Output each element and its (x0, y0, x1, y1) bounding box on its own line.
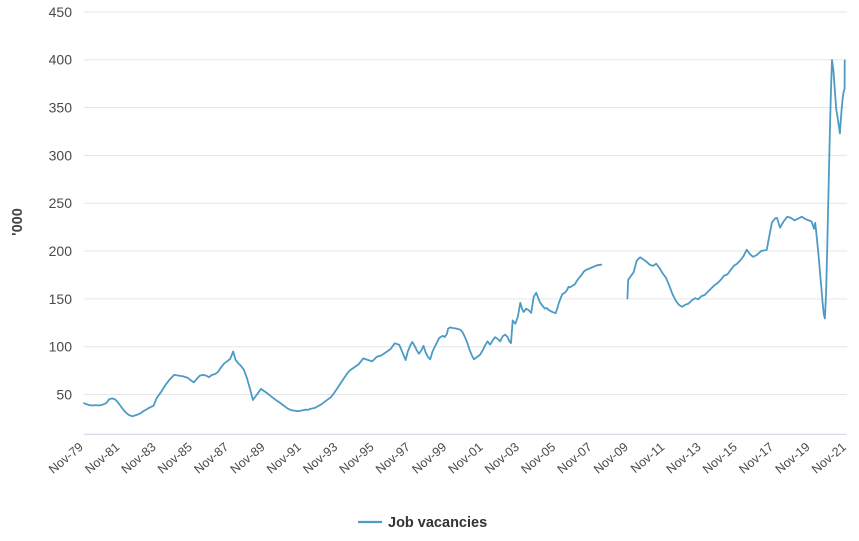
svg-text:300: 300 (49, 147, 73, 163)
svg-text:Nov-07: Nov-07 (555, 440, 595, 477)
svg-text:Nov-97: Nov-97 (373, 440, 413, 477)
svg-text:350: 350 (49, 100, 73, 116)
svg-text:450: 450 (49, 4, 73, 20)
svg-text:Nov-93: Nov-93 (300, 440, 340, 477)
svg-text:Nov-09: Nov-09 (591, 440, 631, 477)
svg-text:'000: '000 (10, 208, 26, 236)
svg-text:Nov-79: Nov-79 (46, 440, 86, 477)
svg-text:Nov-05: Nov-05 (518, 440, 558, 477)
svg-text:100: 100 (49, 339, 73, 355)
svg-text:400: 400 (49, 52, 73, 68)
svg-text:Nov-19: Nov-19 (773, 440, 813, 477)
svg-text:250: 250 (49, 195, 73, 211)
svg-text:Nov-15: Nov-15 (700, 440, 740, 477)
svg-text:Nov-89: Nov-89 (228, 440, 268, 477)
svg-text:Nov-03: Nov-03 (482, 440, 522, 477)
svg-text:Nov-01: Nov-01 (446, 440, 486, 477)
svg-text:Nov-95: Nov-95 (337, 440, 377, 477)
svg-text:200: 200 (49, 243, 73, 259)
svg-text:Nov-91: Nov-91 (264, 440, 304, 477)
svg-text:50: 50 (56, 387, 72, 403)
svg-text:150: 150 (49, 291, 73, 307)
svg-text:Nov-21: Nov-21 (809, 440, 849, 477)
svg-text:Nov-87: Nov-87 (191, 440, 231, 477)
svg-text:Nov-99: Nov-99 (409, 440, 449, 477)
svg-text:Nov-13: Nov-13 (664, 440, 704, 477)
svg-text:Nov-85: Nov-85 (155, 440, 195, 477)
svg-text:Nov-11: Nov-11 (628, 440, 667, 476)
svg-text:Nov-17: Nov-17 (736, 440, 776, 477)
svg-text:Job vacancies: Job vacancies (388, 515, 487, 531)
svg-text:Nov-83: Nov-83 (119, 440, 159, 477)
svg-text:Nov-81: Nov-81 (82, 440, 122, 477)
